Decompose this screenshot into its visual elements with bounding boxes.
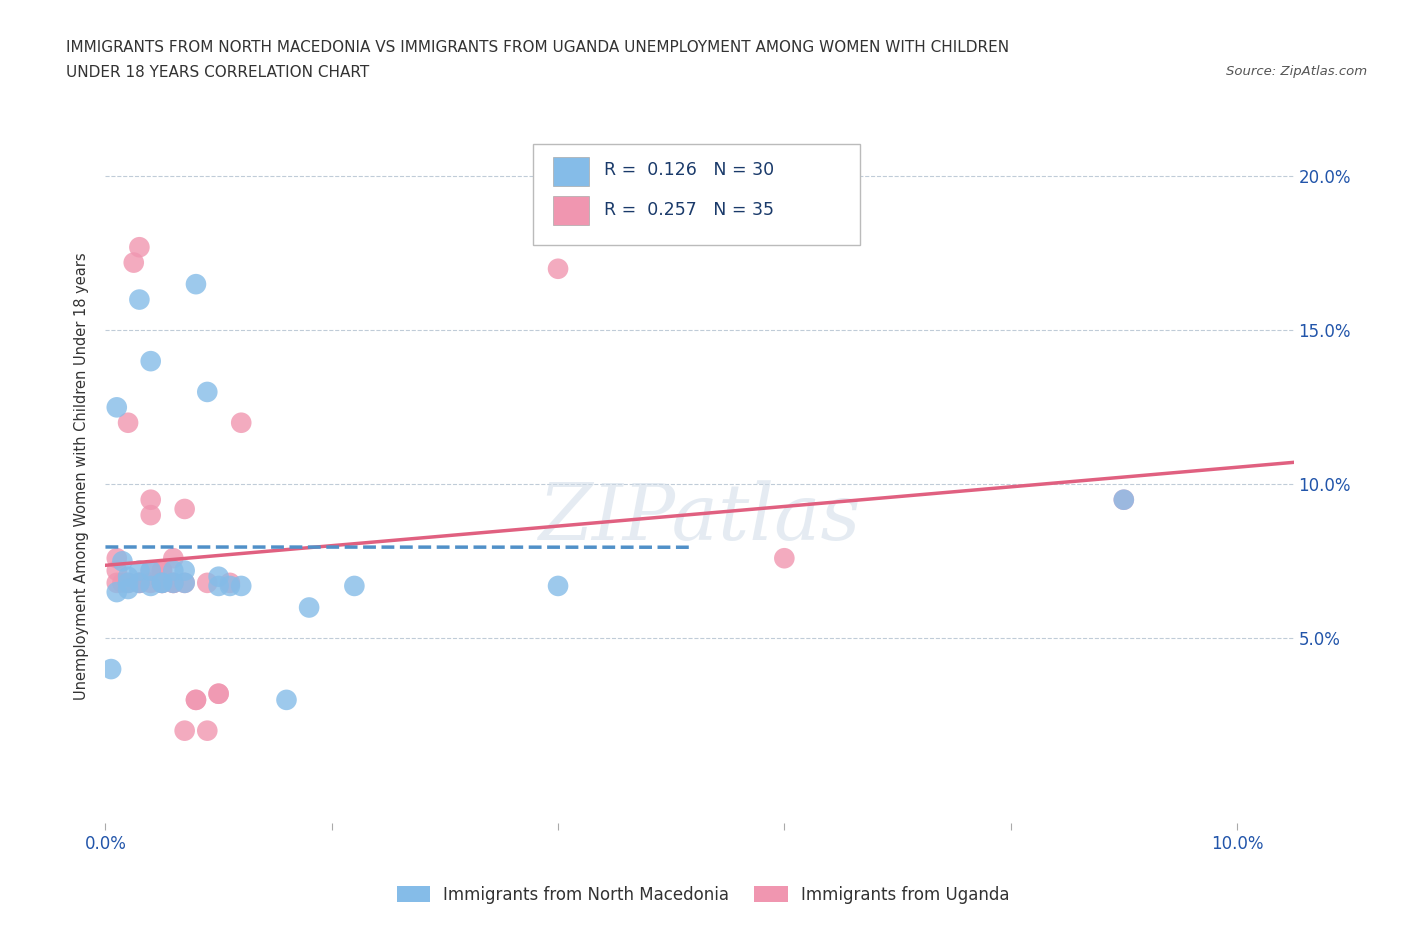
Y-axis label: Unemployment Among Women with Children Under 18 years: Unemployment Among Women with Children U… bbox=[75, 253, 90, 700]
Point bbox=[173, 724, 195, 738]
Point bbox=[111, 576, 134, 591]
Point bbox=[117, 576, 139, 591]
Point bbox=[207, 686, 229, 701]
Point bbox=[184, 277, 207, 292]
Point bbox=[231, 416, 253, 431]
Point bbox=[298, 600, 321, 615]
Point bbox=[122, 255, 145, 270]
Point bbox=[773, 551, 796, 565]
Point bbox=[150, 563, 173, 578]
Point bbox=[105, 576, 128, 591]
Text: R =  0.257   N = 35: R = 0.257 N = 35 bbox=[605, 201, 775, 219]
Point bbox=[162, 576, 184, 591]
FancyBboxPatch shape bbox=[554, 156, 589, 186]
Point bbox=[105, 551, 128, 565]
Point bbox=[139, 578, 162, 593]
Point bbox=[139, 353, 162, 368]
Point bbox=[276, 693, 298, 708]
Point bbox=[173, 501, 195, 516]
Point bbox=[150, 576, 173, 591]
Point bbox=[150, 576, 173, 591]
Point bbox=[1112, 492, 1135, 507]
Point bbox=[117, 569, 139, 584]
Point bbox=[231, 578, 253, 593]
Point bbox=[117, 416, 139, 431]
Point bbox=[173, 576, 195, 591]
Point bbox=[195, 576, 218, 591]
Point bbox=[173, 563, 195, 578]
Point bbox=[128, 292, 150, 307]
Point bbox=[105, 563, 128, 578]
Point bbox=[343, 578, 366, 593]
Point bbox=[128, 563, 150, 578]
Point bbox=[150, 576, 173, 591]
Point bbox=[128, 240, 150, 255]
Text: Source: ZipAtlas.com: Source: ZipAtlas.com bbox=[1226, 65, 1367, 78]
Point bbox=[173, 576, 195, 591]
Point bbox=[105, 400, 128, 415]
Point bbox=[547, 261, 569, 276]
Text: UNDER 18 YEARS CORRELATION CHART: UNDER 18 YEARS CORRELATION CHART bbox=[66, 65, 370, 80]
Point bbox=[195, 384, 218, 399]
Point bbox=[150, 576, 173, 591]
Point bbox=[1112, 492, 1135, 507]
Point bbox=[547, 578, 569, 593]
Point bbox=[139, 563, 162, 578]
Point bbox=[139, 508, 162, 523]
Point bbox=[139, 563, 162, 578]
Point bbox=[162, 576, 184, 591]
Point bbox=[207, 686, 229, 701]
Point bbox=[207, 569, 229, 584]
Point bbox=[207, 578, 229, 593]
Point bbox=[162, 551, 184, 565]
Text: IMMIGRANTS FROM NORTH MACEDONIA VS IMMIGRANTS FROM UGANDA UNEMPLOYMENT AMONG WOM: IMMIGRANTS FROM NORTH MACEDONIA VS IMMIG… bbox=[66, 40, 1010, 55]
FancyBboxPatch shape bbox=[554, 196, 589, 225]
Point bbox=[219, 576, 242, 591]
Point bbox=[128, 576, 150, 591]
Point bbox=[111, 554, 134, 569]
Point bbox=[128, 576, 150, 591]
Point bbox=[162, 576, 184, 591]
Point bbox=[117, 581, 139, 596]
Point bbox=[139, 576, 162, 591]
Point bbox=[184, 693, 207, 708]
Text: R =  0.126   N = 30: R = 0.126 N = 30 bbox=[605, 162, 775, 179]
Point bbox=[100, 661, 122, 676]
Legend: Immigrants from North Macedonia, Immigrants from Uganda: Immigrants from North Macedonia, Immigra… bbox=[389, 879, 1017, 910]
FancyBboxPatch shape bbox=[533, 144, 860, 245]
Point bbox=[105, 585, 128, 600]
Point bbox=[195, 724, 218, 738]
Point bbox=[139, 492, 162, 507]
Point bbox=[117, 576, 139, 591]
Point bbox=[219, 578, 242, 593]
Point bbox=[150, 563, 173, 578]
Point bbox=[184, 693, 207, 708]
Point bbox=[128, 576, 150, 591]
Point bbox=[162, 563, 184, 578]
Text: ZIPatlas: ZIPatlas bbox=[538, 480, 860, 556]
